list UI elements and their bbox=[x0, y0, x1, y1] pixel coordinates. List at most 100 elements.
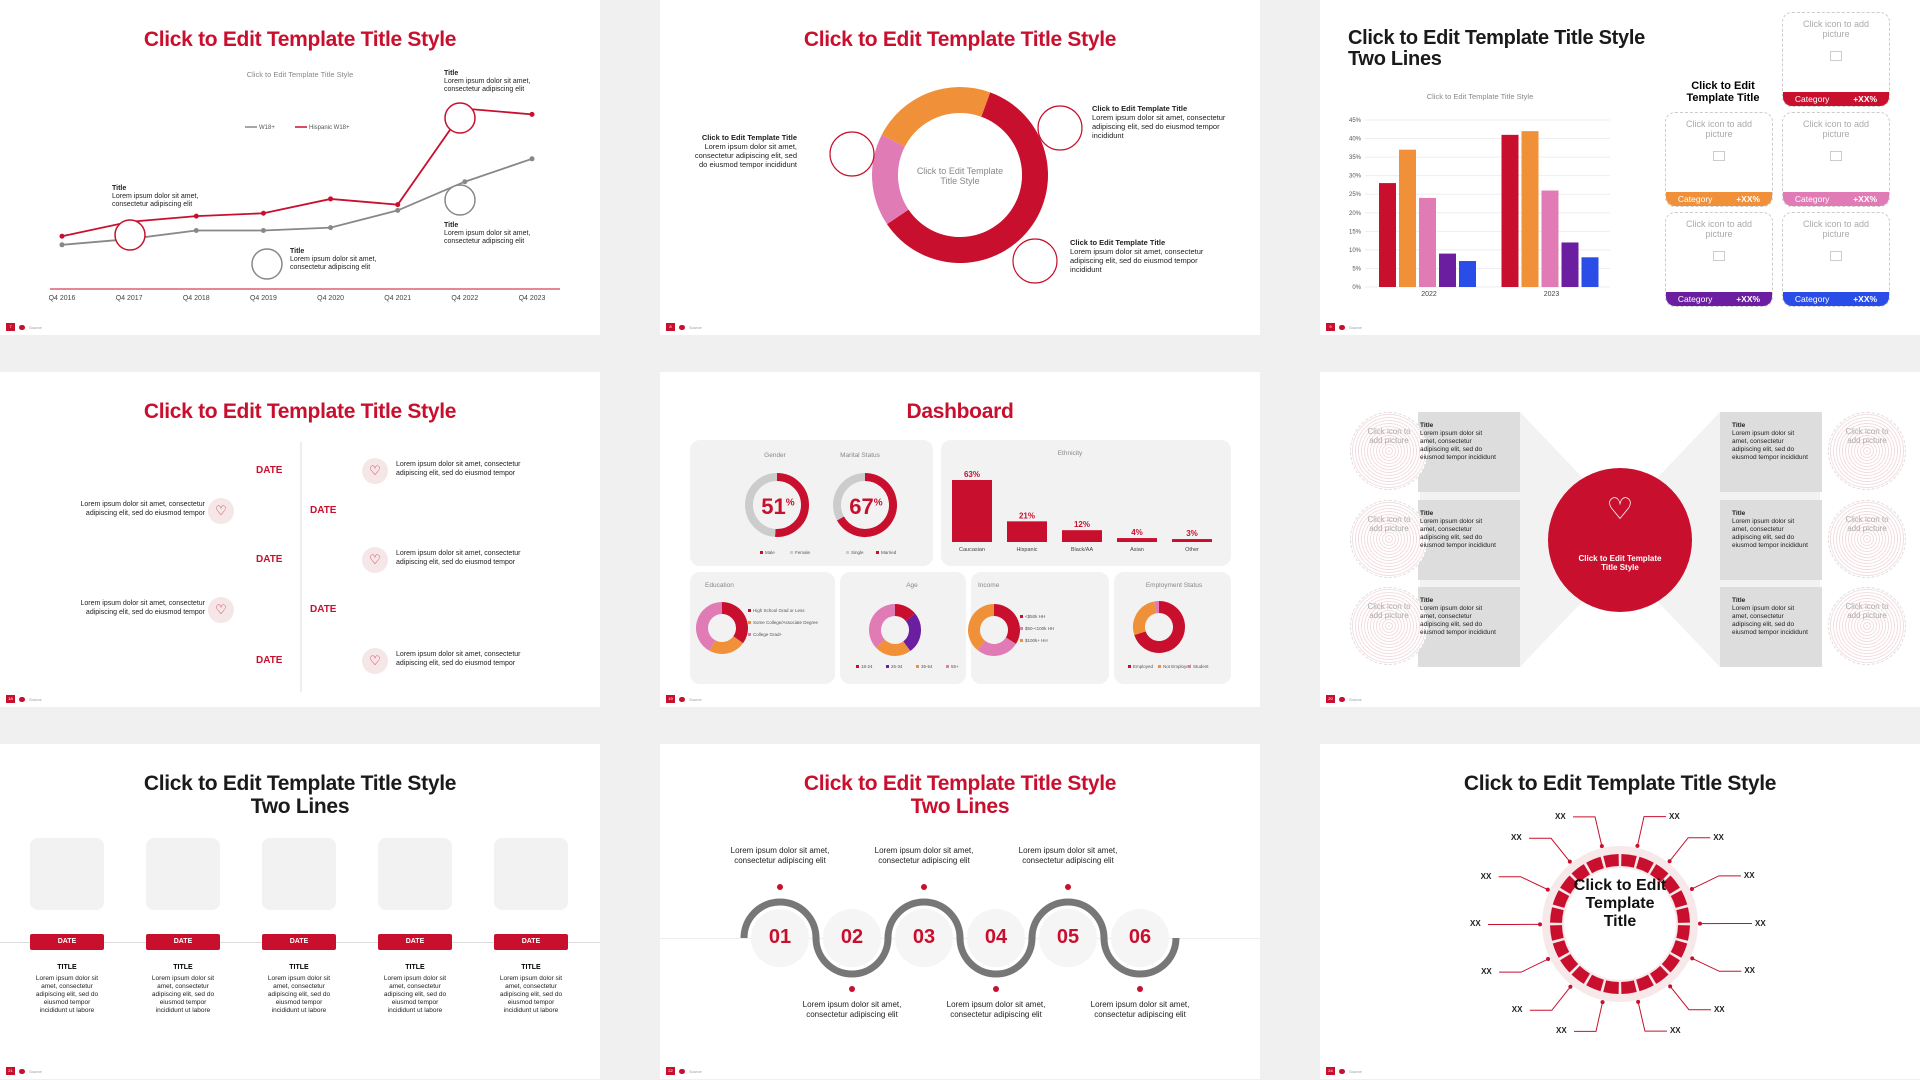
callout-body: Lorem ipsum dolor sit amet, consectetur … bbox=[444, 230, 531, 245]
slide-thumbnail-6[interactable]: Click icon to add picture Title Lorem ipsu… bbox=[1320, 372, 1920, 707]
age-card bbox=[840, 572, 966, 684]
placeholder-text: Click icon to add picture bbox=[1367, 427, 1411, 445]
step-circle bbox=[1039, 909, 1097, 967]
xx-label: XX bbox=[1470, 919, 1481, 929]
timeline-text: Lorem ipsum dolor sit amet, consectetur … bbox=[80, 501, 206, 517]
leader-line bbox=[1499, 958, 1549, 973]
step-circle bbox=[751, 909, 809, 967]
picture-placeholder[interactable]: Click icon to add picture bbox=[1828, 412, 1906, 490]
x-tick-label: Q4 2018 bbox=[183, 295, 210, 302]
picture-placeholder[interactable]: Click icon to add picture Category +XX% bbox=[1665, 212, 1773, 307]
legend-label: High School Grad or Less bbox=[753, 608, 805, 613]
center-circle bbox=[1564, 868, 1676, 980]
leader-dot bbox=[1567, 859, 1572, 864]
step-arc bbox=[956, 937, 1036, 978]
legend-label: Hispanic W18+ bbox=[309, 125, 350, 131]
source-text: Source bbox=[29, 696, 42, 702]
picture-placeholder[interactable]: Click icon to add picture bbox=[1828, 587, 1906, 665]
item-title: Title bbox=[1732, 422, 1746, 429]
placeholder-text: Click icon to add picture bbox=[1367, 515, 1411, 533]
image-placeholder[interactable] bbox=[262, 838, 336, 910]
step-arc bbox=[740, 898, 820, 939]
image-placeholder[interactable] bbox=[30, 838, 104, 910]
icon-circle bbox=[114, 219, 146, 251]
leader-dot bbox=[1697, 921, 1702, 926]
icon-circle bbox=[444, 184, 476, 216]
slide-thumbnail-9[interactable]: Click to Edit Template Title Style XX XX X… bbox=[1320, 744, 1920, 1079]
x-tick-label: Q4 2020 bbox=[317, 295, 344, 302]
item-title: Title bbox=[1420, 597, 1434, 604]
ring-segment bbox=[894, 604, 916, 622]
leader-dot bbox=[1667, 859, 1672, 864]
ring-segment bbox=[1586, 974, 1604, 992]
xx-label: XX bbox=[1743, 870, 1755, 880]
ring-segment bbox=[1586, 856, 1604, 874]
timeline-axis bbox=[300, 442, 302, 692]
icon-circle bbox=[444, 102, 476, 134]
leader-line bbox=[1636, 816, 1667, 847]
category-bar: Category +XX% bbox=[1783, 192, 1889, 206]
ring-segment bbox=[902, 613, 921, 652]
date-label: DATE bbox=[310, 604, 337, 615]
step-circle bbox=[895, 909, 953, 967]
callout-left: Click to Edit Template Title Lorem ipsum … bbox=[692, 133, 797, 169]
side-title: Click to Edit Template Title bbox=[1686, 80, 1760, 104]
picture-placeholder[interactable]: Click icon to add picture bbox=[1828, 500, 1906, 578]
xx-label: XX bbox=[1713, 832, 1724, 842]
heart-icon: ♡ bbox=[362, 458, 388, 484]
source-text: Source bbox=[689, 324, 702, 330]
slide-thumbnail-3[interactable]: Click to Edit Template Title Style Two L… bbox=[1320, 0, 1920, 335]
image-placeholder[interactable] bbox=[146, 838, 220, 910]
bar-value: 3% bbox=[1186, 529, 1198, 538]
ring-segment bbox=[1670, 890, 1688, 908]
image-icon bbox=[1830, 151, 1842, 161]
item-title: TITLE bbox=[173, 964, 193, 971]
data-point bbox=[328, 225, 334, 231]
legend-label: W18+ bbox=[259, 125, 275, 131]
bar-value: 21% bbox=[1019, 511, 1035, 520]
ring-segment bbox=[1621, 980, 1637, 994]
slide-thumbnail-5[interactable]: Dashboard Gender Marital Status Ethnicit… bbox=[660, 372, 1260, 707]
ring-segment bbox=[1636, 856, 1654, 874]
slide-footer: 7 Source bbox=[6, 323, 42, 331]
education-card bbox=[690, 572, 835, 684]
ring-segment bbox=[1670, 940, 1688, 958]
bar bbox=[1501, 134, 1519, 287]
slide-thumbnail-1[interactable]: Click to Edit Template Title Style Click… bbox=[0, 0, 600, 335]
ring-segment bbox=[1649, 965, 1669, 984]
legend-label: College Grad+ bbox=[753, 632, 783, 637]
item-body: Lorem ipsum dolor sit amet, consectetur … bbox=[1420, 430, 1496, 461]
ring-segment bbox=[1676, 925, 1690, 941]
picture-placeholder[interactable]: Click icon to add picture bbox=[1350, 587, 1428, 665]
ring-segment bbox=[833, 473, 866, 521]
xx-label: XX bbox=[1744, 966, 1755, 976]
page-number: 20 bbox=[1326, 695, 1335, 703]
picture-placeholder[interactable]: Click icon to add picture Category +XX% bbox=[1782, 212, 1890, 307]
brand-logo bbox=[679, 324, 685, 330]
item-body: Lorem ipsum dolor sit amet, consectetur … bbox=[499, 975, 563, 1014]
leader-dot bbox=[1668, 984, 1673, 989]
image-placeholder[interactable] bbox=[378, 838, 452, 910]
picture-placeholder[interactable]: Click icon to add picture Category +XX% bbox=[1782, 112, 1890, 207]
callout-3: Title Lorem ipsum dolor sit amet, consect… bbox=[444, 70, 544, 94]
heart-icon: ♡ bbox=[362, 547, 388, 573]
date-badge: DATE bbox=[378, 934, 452, 950]
timeline-text: Lorem ipsum dolor sit amet, consectetur … bbox=[396, 651, 521, 667]
picture-placeholder[interactable]: Click icon to add picture bbox=[1350, 412, 1428, 490]
bar-category: Caucasian bbox=[959, 547, 985, 553]
picture-placeholder[interactable]: Click icon to add picture Category +XX% bbox=[1665, 112, 1773, 207]
category-pct: +XX% bbox=[1736, 194, 1761, 204]
item-title: TITLE bbox=[521, 964, 541, 971]
picture-placeholder[interactable]: Click icon to add picture bbox=[1350, 500, 1428, 578]
image-placeholder[interactable] bbox=[494, 838, 568, 910]
callout-body: Lorem ipsum dolor sit amet, consectetur … bbox=[1070, 247, 1204, 274]
slide-thumbnail-4[interactable]: Click to Edit Template Title Style DATE ♡… bbox=[0, 372, 600, 707]
slide-thumbnail-8[interactable]: Click to Edit Template Title Style Two L… bbox=[660, 744, 1260, 1079]
legend-swatch bbox=[856, 665, 859, 668]
ethnicity-bar bbox=[1172, 539, 1212, 542]
legend-swatch bbox=[1020, 615, 1023, 618]
picture-placeholder[interactable]: Click icon to add picture Category +XX% bbox=[1782, 12, 1890, 107]
leader-dot bbox=[1689, 886, 1694, 891]
slide-thumbnail-2[interactable]: Click to Edit Template Title Style Click… bbox=[660, 0, 1260, 335]
slide-thumbnail-7[interactable]: Click to Edit Template Title Style Two L… bbox=[0, 744, 600, 1079]
